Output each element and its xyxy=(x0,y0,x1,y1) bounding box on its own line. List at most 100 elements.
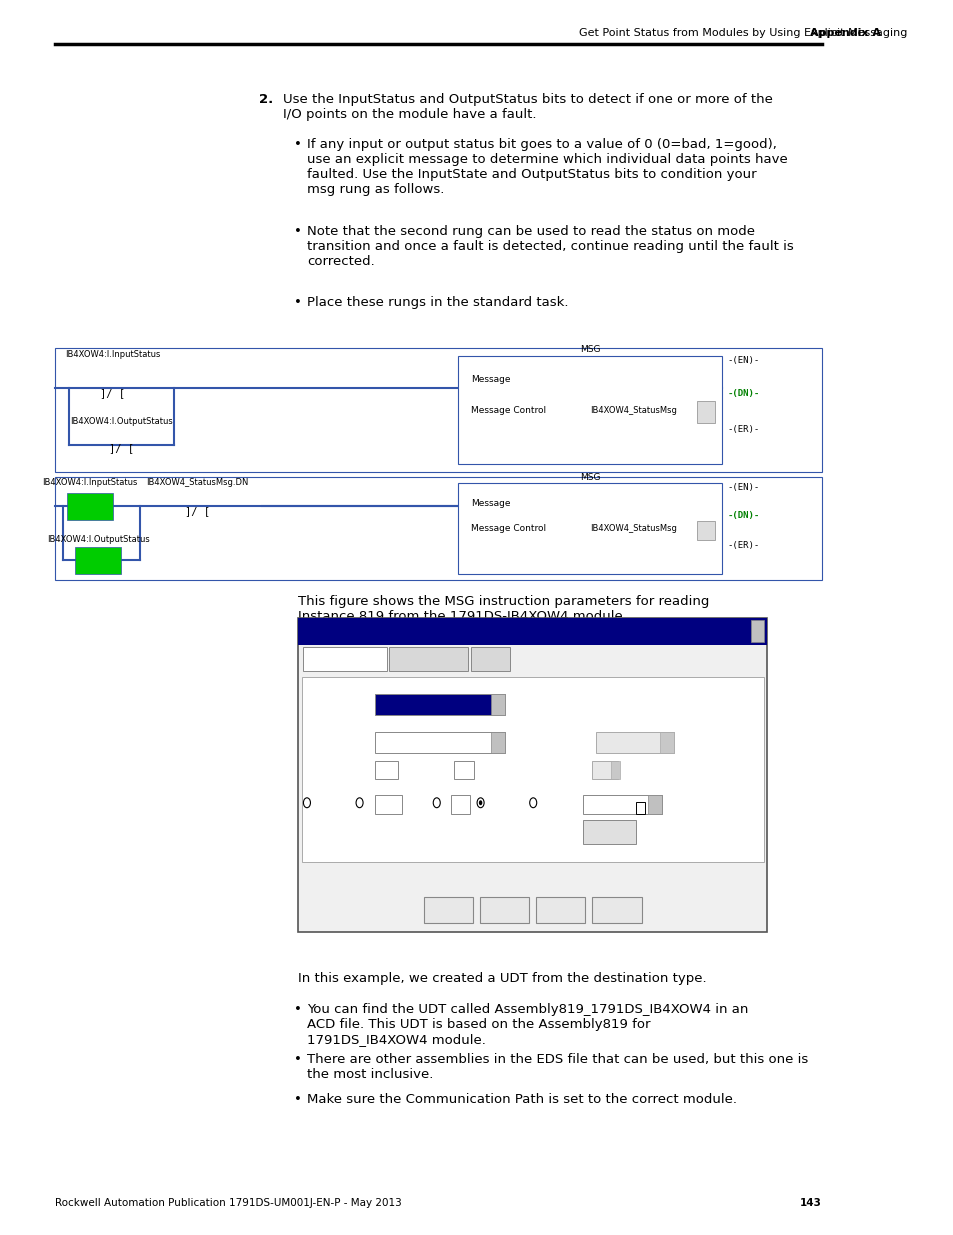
Text: Attribute:: Attribute: xyxy=(404,800,451,810)
Text: Error Path:: Error Path: xyxy=(307,835,358,845)
Bar xyxy=(582,820,635,844)
Text: 4: 4 xyxy=(460,766,467,776)
Text: Start: Start xyxy=(444,798,468,808)
Bar xyxy=(55,348,821,472)
Text: •: • xyxy=(294,1053,301,1067)
Text: Use the InputStatus and OutputStatus bits to detect if one or more of the
I/O po: Use the InputStatus and OutputStatus bit… xyxy=(283,93,772,121)
Bar xyxy=(471,647,510,671)
Text: •: • xyxy=(294,1003,301,1016)
Text: Help: Help xyxy=(604,904,628,915)
Bar xyxy=(457,356,721,464)
Text: Enable: Enable xyxy=(314,798,348,808)
Text: Error Code:: Error Code: xyxy=(307,823,361,832)
Text: Message Type:: Message Type: xyxy=(309,699,380,709)
Text: -(EN)-: -(EN)- xyxy=(727,356,759,366)
Bar xyxy=(647,795,661,814)
Text: (Hex)  Class:: (Hex) Class: xyxy=(399,766,461,776)
Bar xyxy=(750,620,763,642)
Bar xyxy=(582,795,661,814)
Text: Instance:: Instance: xyxy=(309,800,354,810)
Bar xyxy=(423,897,473,923)
Text: Extended Error Code:: Extended Error Code: xyxy=(445,823,549,832)
Text: New Tag...: New Tag... xyxy=(586,827,632,837)
Bar xyxy=(491,732,505,753)
Text: Source Length:: Source Length: xyxy=(527,766,601,776)
Text: e: e xyxy=(383,766,390,776)
Text: Apply: Apply xyxy=(545,904,575,915)
Text: -(EN)-: -(EN)- xyxy=(727,483,759,492)
Text: ▼: ▼ xyxy=(495,740,500,745)
Text: IB4XOW4PtStatus: IB4XOW4PtStatus xyxy=(585,800,659,810)
Bar xyxy=(375,795,401,814)
Bar xyxy=(375,694,505,715)
Text: There are other assemblies in the EDS file that can be used, but this one is
the: There are other assemblies in the EDS fi… xyxy=(307,1053,807,1082)
Bar xyxy=(659,732,673,753)
Text: IB4XOW4:I.InputStatus: IB4XOW4:I.InputStatus xyxy=(42,478,137,487)
Text: ]/ [: ]/ [ xyxy=(100,388,125,398)
Text: Appendix A: Appendix A xyxy=(809,28,881,38)
Text: Communication: Communication xyxy=(390,653,467,664)
Bar xyxy=(75,547,121,574)
Text: Timed Out ←: Timed Out ← xyxy=(646,803,709,813)
Text: x: x xyxy=(754,626,760,636)
Text: (Hex): (Hex) xyxy=(472,800,497,810)
Text: Done Length: 3: Done Length: 3 xyxy=(540,798,616,808)
Bar xyxy=(491,694,505,715)
Text: IB4XOW4_StatusMsg: IB4XOW4_StatusMsg xyxy=(589,524,676,534)
Text: 0: 0 xyxy=(594,766,600,776)
Text: You can find the UDT called Assembly819_1791DS_IB4XOW4 in an
ACD file. This UDT : You can find the UDT called Assembly819_… xyxy=(307,1003,747,1046)
Text: Source Element:: Source Element: xyxy=(527,731,608,741)
Text: •: • xyxy=(294,296,301,310)
Bar xyxy=(298,618,766,645)
Bar xyxy=(454,761,473,779)
Bar xyxy=(596,732,673,753)
Text: -(ER)-: -(ER)- xyxy=(727,425,759,435)
Bar xyxy=(67,493,112,520)
Text: ▼: ▼ xyxy=(652,803,658,808)
Bar xyxy=(611,761,619,779)
Text: 2.: 2. xyxy=(258,93,273,106)
Text: ▼: ▼ xyxy=(663,740,668,745)
Text: 143: 143 xyxy=(799,1198,821,1208)
Text: IB4XOW4_StatusMsg: IB4XOW4_StatusMsg xyxy=(589,405,676,415)
Text: IB4XOW4:I.InputStatus: IB4XOW4:I.InputStatus xyxy=(65,350,160,358)
Text: 819: 819 xyxy=(379,800,397,810)
Bar xyxy=(479,897,529,923)
Text: OK: OK xyxy=(440,904,456,915)
Bar xyxy=(451,795,470,814)
Text: Configuration: Configuration xyxy=(312,653,377,664)
Text: Rockwell Automation Publication 1791DS-UM001J-EN-P - May 2013: Rockwell Automation Publication 1791DS-U… xyxy=(55,1198,401,1208)
Bar xyxy=(697,521,715,540)
Bar xyxy=(375,761,397,779)
Text: •: • xyxy=(294,138,301,152)
Text: Service
Code:: Service Code: xyxy=(309,760,344,782)
Text: Service
Type:: Service Type: xyxy=(309,725,344,747)
Text: Cancel: Cancel xyxy=(486,904,522,915)
Text: MSG: MSG xyxy=(579,473,599,482)
Text: -(DN)-: -(DN)- xyxy=(727,510,759,520)
Text: Enable Waiting: Enable Waiting xyxy=(367,798,440,808)
Text: (Bytes): (Bytes) xyxy=(620,766,656,776)
Text: This figure shows the MSG instruction parameters for reading
Instance 819 from t: This figure shows the MSG instruction pa… xyxy=(298,595,709,624)
Text: -(ER)-: -(ER)- xyxy=(727,541,759,550)
Text: Message: Message xyxy=(471,499,510,508)
Bar xyxy=(697,401,715,424)
Bar xyxy=(303,647,386,671)
Text: •: • xyxy=(294,225,301,238)
Text: IB4XOW4_StatusMsg.DN: IB4XOW4_StatusMsg.DN xyxy=(146,478,248,487)
Bar xyxy=(298,618,766,932)
Text: Get Attribute Single: Get Attribute Single xyxy=(379,737,470,747)
Text: -(DN)-: -(DN)- xyxy=(727,389,759,399)
Bar xyxy=(55,477,821,580)
Text: ]/ [: ]/ [ xyxy=(109,443,133,453)
Text: If any input or output status bit goes to a value of 0 (0=bad, 1=good),
use an e: If any input or output status bit goes t… xyxy=(307,138,787,196)
Bar xyxy=(536,897,585,923)
Bar xyxy=(592,897,640,923)
Circle shape xyxy=(478,800,482,805)
Bar xyxy=(635,802,644,814)
Text: Message: Message xyxy=(471,375,510,384)
Bar xyxy=(389,647,468,671)
Text: ]/ [: ]/ [ xyxy=(184,506,210,516)
Text: Message Configuration - IB4XOW4_StatusMsg: Message Configuration - IB4XOW4_StatusMs… xyxy=(303,626,554,636)
Text: Make sure the Communication Path is set to the correct module.: Make sure the Communication Path is set … xyxy=(307,1093,736,1107)
